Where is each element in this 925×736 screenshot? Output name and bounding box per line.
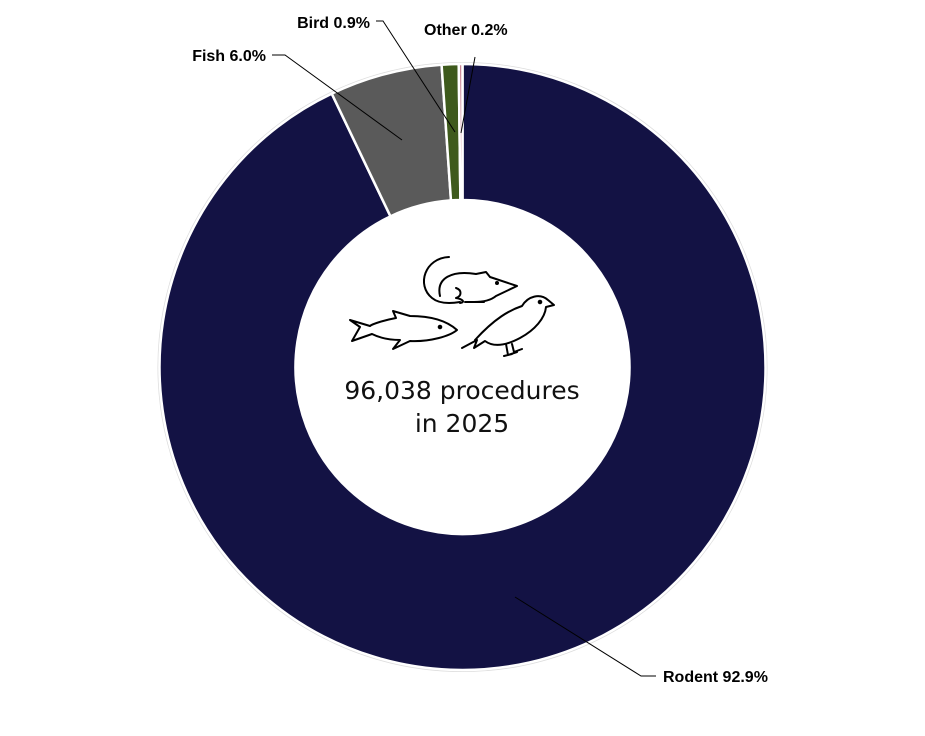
slice-other [457, 62, 464, 202]
leader-line-rodent [514, 596, 656, 677]
label-bird: Bird 0.9% [297, 15, 370, 32]
leader-line-other [460, 56, 476, 134]
label-fish: Fish 6.0% [192, 48, 266, 65]
slice-rodent [158, 62, 767, 672]
center-icons [349, 256, 555, 357]
rat-icon [422, 256, 518, 304]
leader-line-bird [376, 20, 456, 133]
bird-icon [461, 295, 555, 357]
fish-icon [349, 310, 458, 350]
label-other: Other 0.2% [424, 22, 508, 39]
slices [157, 62, 768, 672]
center-text-line-1: 96,038 procedures [344, 376, 579, 405]
leader-line-fish [272, 54, 403, 141]
leader-lines [272, 20, 656, 677]
center-text-line-2: in 2025 [415, 409, 509, 438]
center-text: 96,038 procedures in 2025 [344, 376, 579, 438]
outer-ring [157, 62, 768, 672]
label-rodent: Rodent 92.9% [663, 669, 768, 686]
slice-labels: Rodent 92.9% Fish 6.0% Bird 0.9% Other 0… [192, 15, 768, 686]
